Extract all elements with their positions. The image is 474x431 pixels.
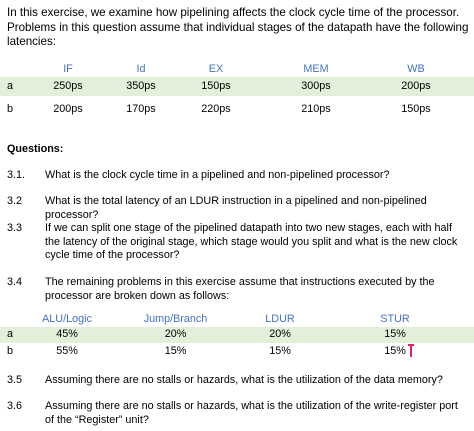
stage-table-row-b: b 200ps 170ps 220ps 210ps 150ps bbox=[0, 96, 474, 120]
table-cell: 45% bbox=[56, 328, 78, 340]
table-cell: 250ps bbox=[53, 80, 83, 92]
question-text: What is the clock cycle time in a pipeli… bbox=[45, 169, 390, 181]
stage-table-row-a: a 250ps 350ps 150ps 300ps 200ps bbox=[0, 77, 474, 96]
table-cell: 200ps bbox=[401, 80, 431, 92]
table-cell: 350ps bbox=[126, 80, 156, 92]
header-if: IF bbox=[63, 63, 73, 75]
question-number: 3.4 bbox=[7, 276, 23, 288]
row-label: a bbox=[7, 80, 14, 92]
instr-table-header: ALU/Logic Jump/Branch LDUR STUR bbox=[0, 313, 474, 327]
question-number: 3.3 bbox=[7, 222, 23, 234]
table-cell: 15% bbox=[384, 345, 406, 357]
question-number: 3.5 bbox=[7, 374, 23, 386]
header-wb: WB bbox=[407, 63, 425, 75]
row-label: b bbox=[7, 103, 14, 115]
table-cell: 55% bbox=[56, 345, 78, 357]
header-mem: MEM bbox=[303, 63, 329, 75]
row-label: b bbox=[7, 345, 14, 357]
question-text: Assuming there are no stalls or hazards,… bbox=[45, 400, 458, 426]
table-cell: 150ps bbox=[401, 103, 431, 115]
question-text: The remaining problems in this exercise … bbox=[45, 276, 435, 302]
table-cell: 15% bbox=[164, 345, 187, 357]
question-number: 3.1. bbox=[7, 169, 26, 181]
questions-heading: Questions: bbox=[7, 143, 64, 155]
header-id: Id bbox=[136, 63, 146, 75]
question-text: What is the total latency of an LDUR ins… bbox=[45, 195, 427, 221]
table-cell: 300ps bbox=[301, 80, 331, 92]
table-cell: 15% bbox=[384, 328, 406, 340]
question-number: 3.2 bbox=[7, 195, 23, 207]
row-label: a bbox=[7, 328, 14, 340]
question-text: Assuming there are no stalls or hazards,… bbox=[45, 374, 443, 386]
header-ldur: LDUR bbox=[265, 313, 295, 325]
table-cell: 210ps bbox=[301, 103, 331, 115]
table-cell: 200ps bbox=[53, 103, 83, 115]
stage-table-header: IF Id EX MEM WB bbox=[0, 63, 474, 77]
table-cell: 20% bbox=[269, 328, 291, 340]
header-alu-logic: ALU/Logic bbox=[42, 313, 92, 325]
intro-paragraph: In this exercise, we examine how pipelin… bbox=[7, 6, 469, 48]
table-cell: 20% bbox=[164, 328, 187, 340]
text-cursor-marker bbox=[408, 344, 414, 357]
table-cell: 220ps bbox=[201, 103, 231, 115]
table-cell: 150ps bbox=[201, 80, 231, 92]
header-stur: STUR bbox=[380, 313, 410, 325]
question-number: 3.6 bbox=[7, 400, 23, 412]
instr-table-row-a: a 45% 20% 20% 15% bbox=[0, 327, 474, 343]
header-ex: EX bbox=[208, 63, 224, 75]
header-jump-branch: Jump/Branch bbox=[143, 313, 208, 325]
instr-table-row-b: b 55% 15% 15% 15% bbox=[0, 343, 474, 361]
table-cell: 170ps bbox=[126, 103, 156, 115]
question-text: If we can split one stage of the pipelin… bbox=[45, 222, 458, 261]
table-cell: 15% bbox=[269, 345, 291, 357]
